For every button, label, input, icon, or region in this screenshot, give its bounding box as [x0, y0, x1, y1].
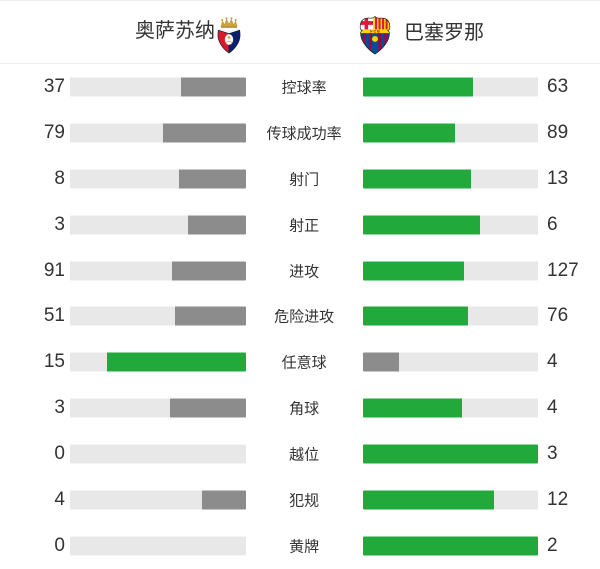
svg-text:F C B: F C B	[370, 30, 380, 34]
